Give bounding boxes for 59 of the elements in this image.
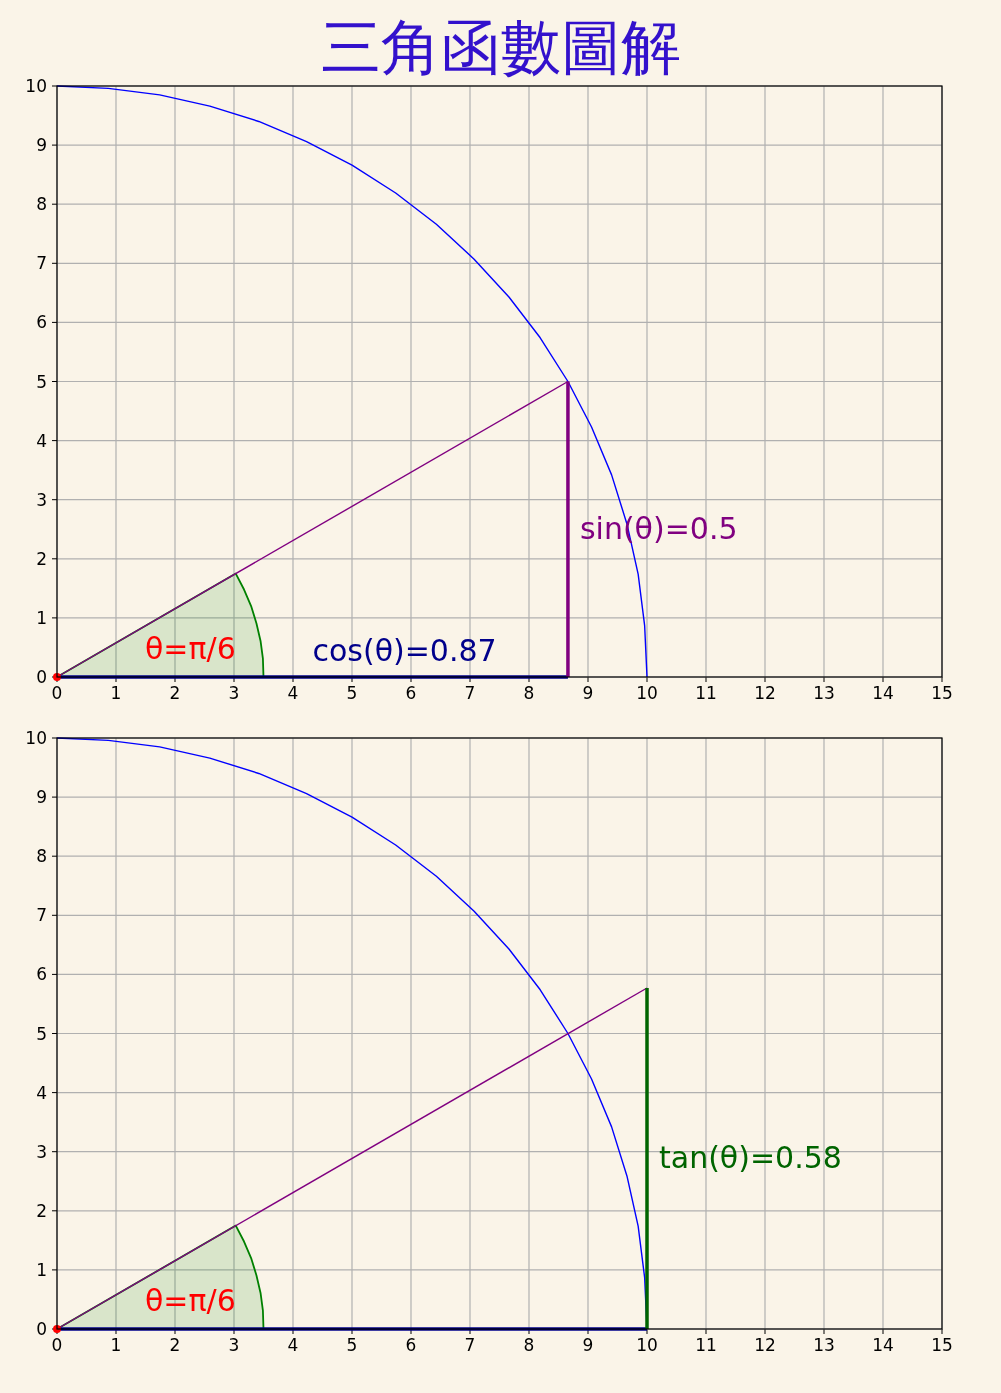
x-tick-label: 2: [169, 683, 181, 703]
y-tick-label: 1: [36, 1259, 47, 1280]
x-tick-label: 6: [405, 1335, 417, 1355]
x-tick-label: 10: [636, 1335, 658, 1355]
y-tick-label: 7: [36, 253, 47, 274]
x-tick-label: 12: [754, 683, 776, 703]
y-tick-label: 2: [36, 1200, 47, 1221]
text: θ=π/6: [145, 631, 236, 666]
y-tick-label: 9: [36, 787, 47, 808]
series-label: cos(θ)=0.87: [312, 633, 497, 668]
y-tick-label: 9: [36, 135, 47, 156]
y-tick-label: 0: [36, 1319, 47, 1339]
chart-title: 三角函數圖解: [321, 12, 681, 82]
x-tick-label: 1: [110, 683, 122, 703]
x-tick-label: 3: [228, 683, 240, 703]
y-tick-label: 2: [36, 548, 47, 569]
x-tick-label: 0: [51, 683, 63, 703]
x-tick-label: 3: [228, 1335, 240, 1355]
y-tick-label: 3: [36, 489, 47, 510]
series-label: tan(θ)=0.58: [659, 1140, 842, 1176]
x-tick-label: 5: [346, 683, 358, 703]
x-tick-label: 11: [695, 683, 717, 703]
text: θ=π/6: [145, 1283, 236, 1318]
x-tick-label: 8: [523, 1335, 535, 1355]
y-tick-label: 4: [36, 1082, 47, 1103]
x-tick-label: 8: [523, 683, 535, 703]
y-tick-label: 10: [25, 728, 47, 748]
y-tick-label: 5: [36, 1023, 47, 1044]
x-tick-label: 0: [51, 1335, 63, 1355]
y-tick-label: 3: [36, 1141, 47, 1162]
y-tick-label: 1: [36, 607, 47, 628]
y-tick-label: 0: [36, 667, 47, 687]
x-tick-label: 9: [582, 1335, 594, 1355]
x-tick-label: 1: [110, 1335, 122, 1355]
x-tick-label: 7: [464, 1335, 476, 1355]
x-tick-label: 15: [931, 683, 953, 703]
y-tick-label: 5: [36, 371, 47, 392]
x-tick-label: 12: [754, 1335, 776, 1355]
y-tick-label: 7: [36, 905, 47, 926]
x-tick-label: 11: [695, 1335, 717, 1355]
x-tick-label: 7: [464, 683, 476, 703]
x-tick-label: 9: [582, 683, 594, 703]
y-tick-label: 4: [36, 430, 47, 451]
x-tick-label: 6: [405, 683, 417, 703]
x-tick-label: 4: [287, 683, 299, 703]
x-tick-label: 10: [636, 683, 658, 703]
y-tick-label: 8: [36, 846, 47, 867]
x-tick-label: 14: [872, 1335, 894, 1355]
x-tick-label: 2: [169, 1335, 181, 1355]
x-tick-label: 14: [872, 683, 894, 703]
x-tick-label: 4: [287, 1335, 299, 1355]
y-tick-label: 6: [36, 964, 47, 985]
y-tick-label: 6: [36, 312, 47, 333]
x-tick-label: 15: [931, 1335, 953, 1355]
y-tick-label: 10: [25, 76, 47, 96]
y-tick-label: 8: [36, 194, 47, 215]
x-tick-label: 5: [346, 1335, 358, 1355]
x-tick-label: 13: [813, 1335, 835, 1355]
x-tick-label: 13: [813, 683, 835, 703]
